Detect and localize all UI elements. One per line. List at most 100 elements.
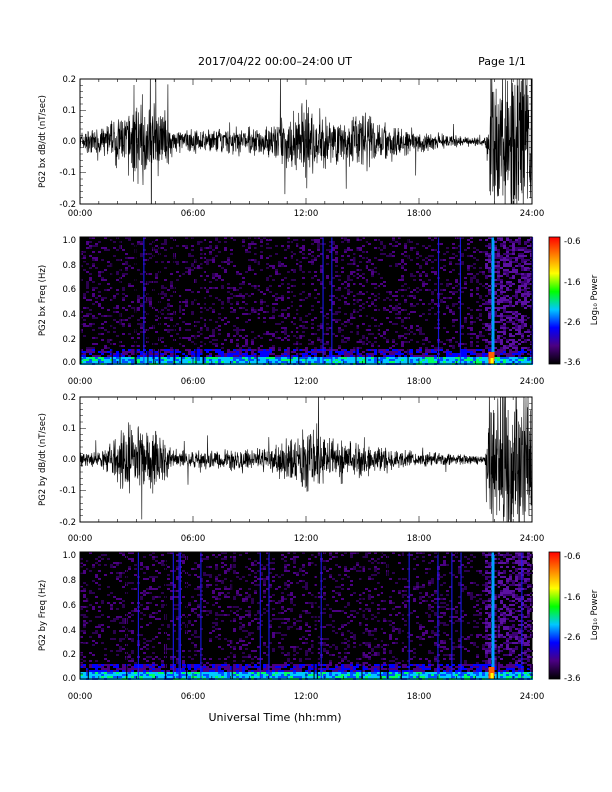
spectrogram-cell bbox=[119, 572, 122, 574]
spectrogram-cell bbox=[515, 247, 518, 249]
spectrogram-cell bbox=[137, 301, 140, 303]
spectrogram-cell bbox=[296, 357, 299, 359]
spectrogram-cell bbox=[404, 317, 407, 319]
spectrogram-cell bbox=[227, 361, 230, 363]
spectrogram-cell bbox=[233, 666, 236, 668]
spectrogram-cell bbox=[383, 285, 386, 287]
spectrogram-cell bbox=[332, 355, 335, 357]
spectrogram-cell bbox=[470, 321, 473, 323]
spectrogram-cell bbox=[119, 574, 122, 576]
spectrogram-cell bbox=[515, 341, 518, 343]
spectrogram-cell bbox=[335, 351, 338, 353]
spectrogram-cell bbox=[221, 303, 224, 305]
spectrogram-cell bbox=[317, 552, 320, 554]
spectrogram-cell bbox=[281, 265, 284, 267]
spectrogram-cell bbox=[245, 656, 248, 658]
spectrogram-cell bbox=[515, 333, 518, 335]
spectrogram-cell bbox=[440, 259, 443, 261]
spectrogram-cell bbox=[143, 590, 146, 592]
spectrogram-cell bbox=[188, 676, 191, 678]
spectrogram-cell bbox=[329, 554, 332, 556]
spectrogram-cell bbox=[524, 269, 527, 271]
colorbar-tick-label: -1.6 bbox=[564, 278, 581, 288]
spectrogram-cell bbox=[260, 291, 263, 293]
spectrogram-cell bbox=[116, 608, 119, 610]
spectrogram-cell bbox=[227, 568, 230, 570]
spectrogram-cell bbox=[101, 327, 104, 329]
spectrogram-cell bbox=[341, 241, 344, 243]
spectrogram-cell bbox=[356, 247, 359, 249]
spectrogram-cell bbox=[368, 341, 371, 343]
spectrogram-cell bbox=[236, 295, 239, 297]
spectrogram-cell bbox=[188, 253, 191, 255]
spectrogram-cell bbox=[215, 359, 218, 361]
spectrogram-cell bbox=[182, 361, 185, 363]
spectrogram-cell bbox=[353, 309, 356, 311]
spectrogram-cell bbox=[311, 239, 314, 241]
spectrogram-cell bbox=[401, 277, 404, 279]
spectrogram-cell bbox=[209, 295, 212, 297]
spectrogram-cell bbox=[131, 285, 134, 287]
spectrogram-cell bbox=[326, 652, 329, 654]
spectrogram-cell bbox=[473, 359, 476, 361]
spectrogram-cell bbox=[209, 251, 212, 253]
spectrogram-cell bbox=[104, 249, 107, 251]
spectrogram-cell bbox=[236, 666, 239, 668]
spectrogram-cell bbox=[197, 636, 200, 638]
spectrogram-cell bbox=[263, 311, 266, 313]
spectrogram-cell bbox=[269, 339, 272, 341]
spectrogram-cell bbox=[167, 349, 170, 351]
spectrogram-cell bbox=[185, 237, 188, 239]
spectrogram-cell bbox=[452, 337, 455, 339]
spectrogram-cell bbox=[395, 291, 398, 293]
spectrogram-cell bbox=[131, 315, 134, 317]
spectrogram-cell bbox=[434, 289, 437, 291]
spectrogram-cell bbox=[473, 361, 476, 363]
spectrogram-cell bbox=[278, 323, 281, 325]
spectrogram-cell bbox=[104, 345, 107, 347]
spectrogram-cell bbox=[263, 676, 266, 678]
spectrogram-cell bbox=[371, 357, 374, 359]
spectrogram-cell bbox=[86, 315, 89, 317]
spectrogram-cell bbox=[503, 259, 506, 261]
spectrogram-cell bbox=[248, 265, 251, 267]
spectrogram-cell bbox=[347, 337, 350, 339]
spectrogram-cell bbox=[356, 311, 359, 313]
spectrogram-cell bbox=[470, 255, 473, 257]
spectrogram-cell bbox=[113, 361, 116, 363]
spectrogram-cell bbox=[251, 355, 254, 357]
spectrogram-cell bbox=[317, 606, 320, 608]
spectrogram-cell bbox=[251, 674, 254, 676]
spectrogram-cell bbox=[89, 247, 92, 249]
spectrogram-cell bbox=[374, 305, 377, 307]
spectrogram-cell bbox=[398, 355, 401, 357]
spectrogram-cell bbox=[518, 273, 521, 275]
spectrogram-cell bbox=[368, 355, 371, 357]
spectrogram-cell bbox=[203, 279, 206, 281]
spectrogram-cell bbox=[353, 261, 356, 263]
spectrogram-cell bbox=[476, 281, 479, 283]
spectrogram-cell bbox=[344, 357, 347, 359]
spectrogram-cell bbox=[452, 321, 455, 323]
spectrogram-cell bbox=[305, 630, 308, 632]
spectrogram-cell bbox=[218, 349, 221, 351]
spectrogram-cell bbox=[113, 327, 116, 329]
spectrogram-cell bbox=[299, 251, 302, 253]
spectrogram-cell bbox=[221, 261, 224, 263]
spectrogram-cell bbox=[404, 255, 407, 257]
spectrogram-cell bbox=[107, 309, 110, 311]
spectrogram-cell bbox=[467, 349, 470, 351]
spectrogram-cell bbox=[116, 616, 119, 618]
spectrogram-cell bbox=[521, 269, 524, 271]
spectrogram-cell bbox=[479, 315, 482, 317]
spectrogram-cell bbox=[179, 295, 182, 297]
spectrogram-cell bbox=[287, 351, 290, 353]
spectrogram-cell bbox=[299, 299, 302, 301]
spectrogram-cell bbox=[170, 590, 173, 592]
spectrogram-cell bbox=[290, 321, 293, 323]
spectrogram-cell bbox=[212, 277, 215, 279]
spectrogram-cell bbox=[161, 604, 164, 606]
spectrogram-cell bbox=[284, 361, 287, 363]
spectrogram-cell bbox=[269, 666, 272, 668]
spectrogram-cell bbox=[401, 309, 404, 311]
